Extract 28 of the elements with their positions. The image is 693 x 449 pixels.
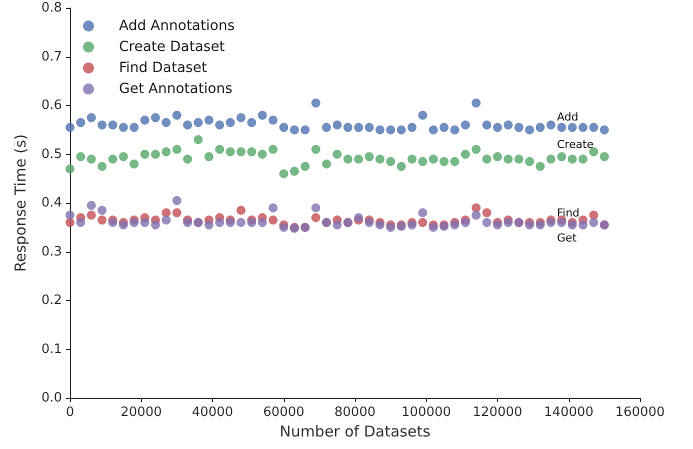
y-tick-label: 0.7 [41, 49, 62, 64]
y-tick-label: 0.0 [41, 390, 62, 406]
annotation: Add [557, 110, 578, 124]
y-tick-label: 0.8 [41, 0, 62, 16]
y-tick-label: 0.2 [41, 293, 62, 308]
x-tick-label: 100000 [401, 405, 452, 420]
x-tick-label: 160000 [615, 405, 665, 420]
x-tick-label: 60000 [263, 405, 304, 420]
legend-label: Create Dataset [119, 39, 226, 55]
x-tick-label: 120000 [472, 405, 522, 420]
y-tick-label: 0.5 [41, 146, 62, 162]
x-tick-label: 40000 [192, 405, 234, 420]
annotation: Get [557, 231, 578, 244]
y-tick-label: 0.4 [41, 196, 62, 210]
x-tick-label: 20000 [120, 405, 162, 420]
y-tick-label: 0.6 [41, 98, 62, 113]
x-tick-label: 140000 [544, 405, 594, 420]
legend-label: Get Annotations [119, 81, 232, 97]
legend-label: Find Dataset [119, 60, 208, 76]
annotation: Create [557, 138, 594, 152]
x-tick-label: 80000 [334, 405, 376, 420]
y-axis-title: Response Time (s) [12, 134, 30, 272]
y-tick-label: 0.3 [41, 244, 62, 260]
x-tick-label: 0 [66, 405, 74, 420]
y-tick-label: 0.1 [41, 342, 62, 357]
annotation: Find [557, 206, 580, 220]
x-axis-title: Number of Datasets [280, 422, 431, 440]
legend-label: Add Annotations [119, 18, 235, 34]
